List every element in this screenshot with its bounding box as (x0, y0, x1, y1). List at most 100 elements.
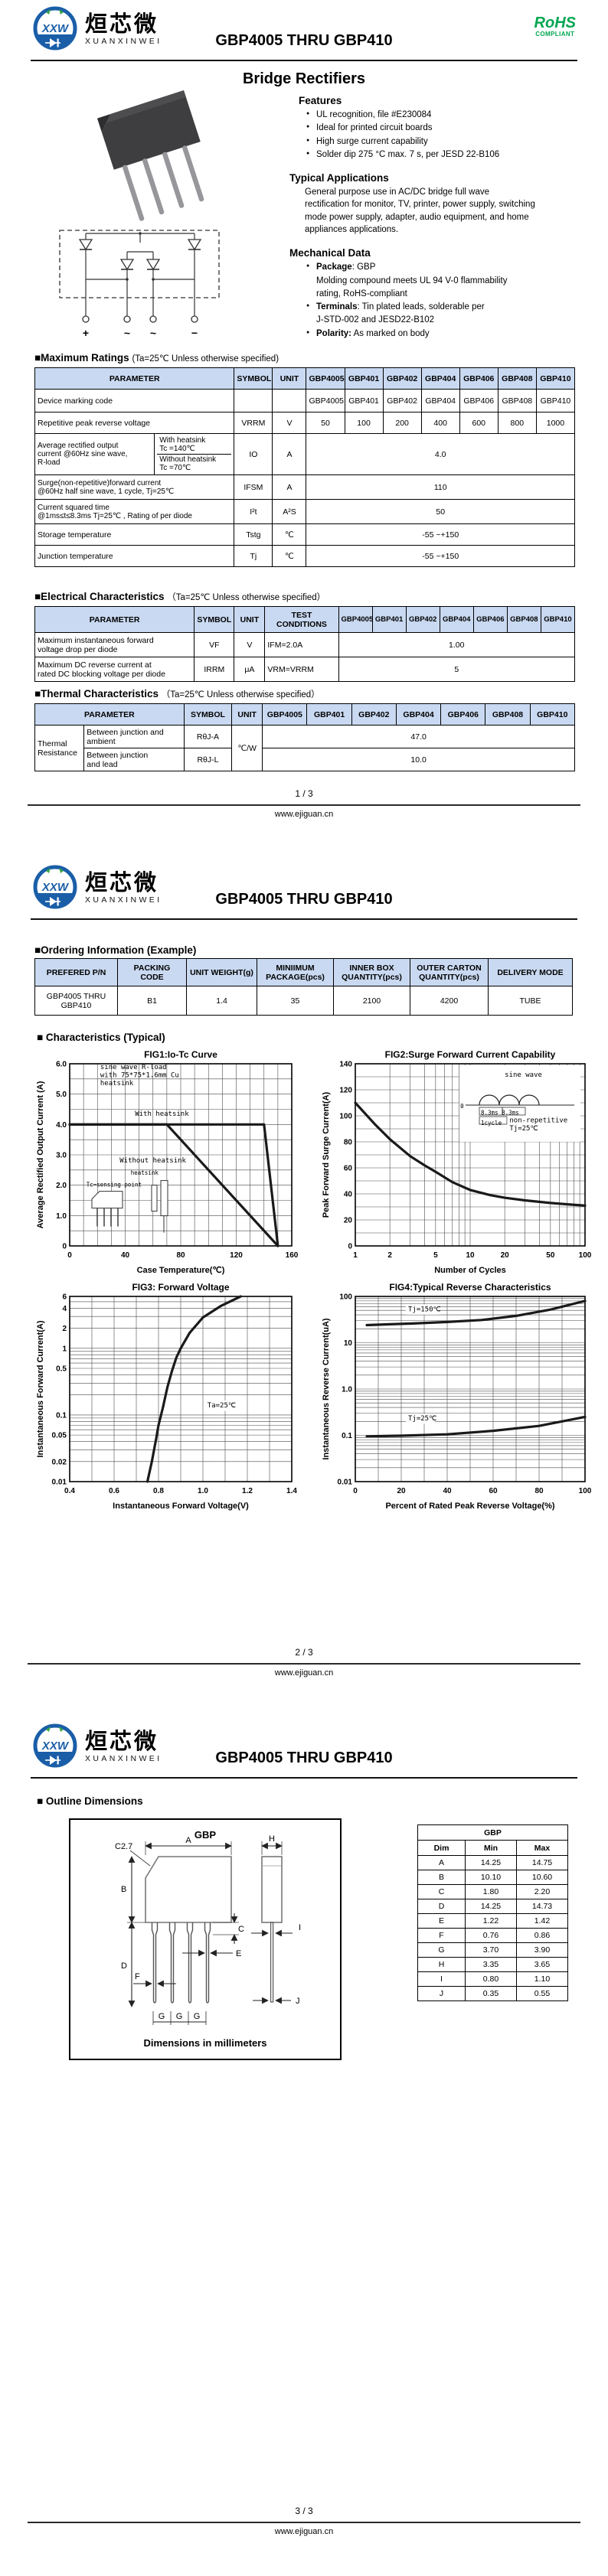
col-inner-box-qty: INNER BOX QUANTITY(pcs) (333, 958, 410, 986)
logo-english-name: XUANXINWEI (85, 37, 162, 47)
features-list: UL recognition, file #E230084 Ideal for … (306, 109, 599, 161)
page-header: XXW 烜芯微 XUANXINWEI GBP4005 THRU GBP410 (31, 863, 577, 920)
ordering-heading: ■Ordering Information (Example) (34, 944, 197, 956)
table-header-row: PREFERED P/N PACKING CODE UNIT WEIGHT(g)… (34, 958, 573, 986)
col-part: GBP406 (472, 606, 508, 633)
symbol-cell: IFSM (234, 474, 273, 500)
mechanical-item-text: : GBP Molding compound meets UL 94 V-0 f… (316, 262, 508, 298)
table-row: C 1.80 2.20 (417, 1884, 569, 1899)
svg-text:4: 4 (62, 1305, 67, 1313)
table-row: Between junction and lead RθJ-L 10.0 (35, 748, 575, 771)
svg-text:20: 20 (397, 1487, 406, 1495)
svg-text:1: 1 (62, 1345, 67, 1353)
value-cell: 35 (257, 986, 334, 1016)
test-cell: VRM=VRRM (264, 657, 339, 682)
value-cell: 47.0 (262, 725, 575, 748)
table-row: G 3.70 3.90 (417, 1942, 569, 1958)
company-logo: XXW 烜芯微 XUANXINWEI (31, 5, 162, 55)
value-cell: 110 (306, 474, 575, 500)
param-cell: Between junction and lead (83, 748, 185, 771)
col-part: GBP402 (382, 367, 422, 390)
svg-text:50: 50 (546, 1251, 555, 1260)
min-cell: 0.80 (465, 1971, 517, 1987)
symbol-cell: RθJ-A (183, 725, 233, 748)
svg-text:Without heatsink: Without heatsink (119, 1157, 186, 1165)
svg-text:1cycle: 1cycle (481, 1120, 502, 1127)
svg-text:0.05: 0.05 (52, 1432, 67, 1440)
value-cell: 1.4 (186, 986, 257, 1016)
min-cell: 1.80 (465, 1884, 517, 1899)
table-row: Average rectified output current @60Hz s… (34, 433, 575, 475)
svg-text:0.6: 0.6 (109, 1487, 119, 1495)
col-part: GBP401 (344, 367, 384, 390)
svg-text:100: 100 (339, 1113, 352, 1121)
symbol-cell: IO (234, 433, 273, 475)
unit-cell: ℃/W (231, 725, 263, 771)
svg-text:5: 5 (433, 1251, 438, 1260)
svg-text:0.02: 0.02 (52, 1458, 67, 1466)
feature-item: Ideal for printed circuit boards (306, 122, 599, 135)
col-outer-carton-qty: OUTER CARTON QUANTITY(pcs) (410, 958, 489, 986)
svg-text:FIG2:Surge Forward Current Cap: FIG2:Surge Forward Current Capability (385, 1049, 556, 1060)
col-part: GBP408 (497, 367, 537, 390)
mechanical-item: Polarity: As marked on body (306, 328, 599, 341)
svg-text:With heatsink: With heatsink (135, 1110, 189, 1118)
min-cell: 14.25 (465, 1899, 517, 1914)
dim-cell: B (417, 1870, 466, 1885)
svg-text:FIG4:Typical Reverse Character: FIG4:Typical Reverse Characteristics (389, 1282, 551, 1293)
svg-text:non-repetitive: non-repetitive (509, 1117, 567, 1125)
thermal-condition: （Ta=25℃ Unless otherwise specified） (161, 690, 320, 699)
electrical-table: PARAMETER SYMBOL UNIT TEST CONDITIONS GB… (34, 606, 576, 682)
svg-text:0.1: 0.1 (342, 1432, 352, 1440)
col-part: GBP404 (395, 703, 442, 726)
col-part: GBP410 (529, 703, 576, 726)
svg-text:120: 120 (339, 1087, 352, 1095)
terminal-minus-label: − (191, 327, 198, 339)
param-cell: Maximum DC reverse current at rated DC b… (34, 657, 195, 682)
svg-text:100: 100 (579, 1487, 592, 1495)
doc-title: GBP4005 THRU GBP410 (215, 32, 393, 49)
package-photo (96, 90, 204, 221)
col-parameter: PARAMETER (34, 606, 195, 633)
col-minimum-package: MINIIMUM PACKAGE(pcs) (257, 958, 334, 986)
website-link: www.ejiguan.cn (274, 2527, 334, 2536)
value-cell: 1.00 (338, 632, 576, 657)
fig4-reverse-characteristics-chart: 0 20 40 60 80 100 100 10 1.0 0.1 0.01 Tj=150℃ Tj=25℃… (322, 1282, 592, 1511)
footer-divider (28, 1663, 580, 1665)
col-max: Max (515, 1840, 569, 1856)
max-cell: 14.73 (515, 1899, 569, 1914)
empty-cell (234, 389, 273, 412)
dim-cell: F (417, 1928, 466, 1943)
col-min: Min (465, 1840, 517, 1856)
value-cell: 5 (338, 657, 576, 682)
page-number: 3 / 3 (295, 2506, 313, 2516)
product-title: Bridge Rectifiers (242, 70, 366, 87)
table-row: Junction temperature Tj ℃ -55 ~+150 (34, 545, 575, 567)
table-row: J 0.35 0.55 (417, 1986, 569, 2001)
max-cell: 2.20 (515, 1884, 569, 1899)
rohs-compliant-label: COMPLIANT (535, 31, 575, 37)
unit-cell: ℃ (272, 545, 307, 567)
svg-text:0.8: 0.8 (153, 1487, 164, 1495)
company-logo: XXW 烜芯微 XUANXINWEI (31, 1722, 162, 1772)
unit-cell: A²S (272, 499, 307, 524)
value-cell: GBP4005 THRU GBP410 (34, 986, 118, 1016)
dim-label-j: J (296, 1997, 300, 2006)
value-cell: 800 (497, 412, 537, 434)
terminal-plus-label: + (83, 327, 89, 339)
website-link: www.ejiguan.cn (274, 810, 334, 819)
dim-cell: D (417, 1899, 466, 1914)
svg-text:6: 6 (62, 1293, 67, 1302)
table-row: Maximum DC reverse current at rated DC b… (34, 657, 576, 682)
svg-text:100: 100 (579, 1251, 592, 1260)
value-cell: B1 (117, 986, 187, 1016)
logo-icon: XXW (33, 1723, 77, 1768)
col-unit: UNIT (231, 703, 263, 726)
dim-cell: E (417, 1913, 466, 1929)
svg-text:0: 0 (348, 1243, 352, 1251)
dim-cell: C (417, 1884, 466, 1899)
svg-text:140: 140 (339, 1061, 352, 1069)
table-row: D 14.25 14.73 (417, 1899, 569, 1914)
svg-text:Instantaneous Forward Current(: Instantaneous Forward Current(A) (36, 1320, 45, 1457)
col-part: GBP410 (540, 606, 576, 633)
